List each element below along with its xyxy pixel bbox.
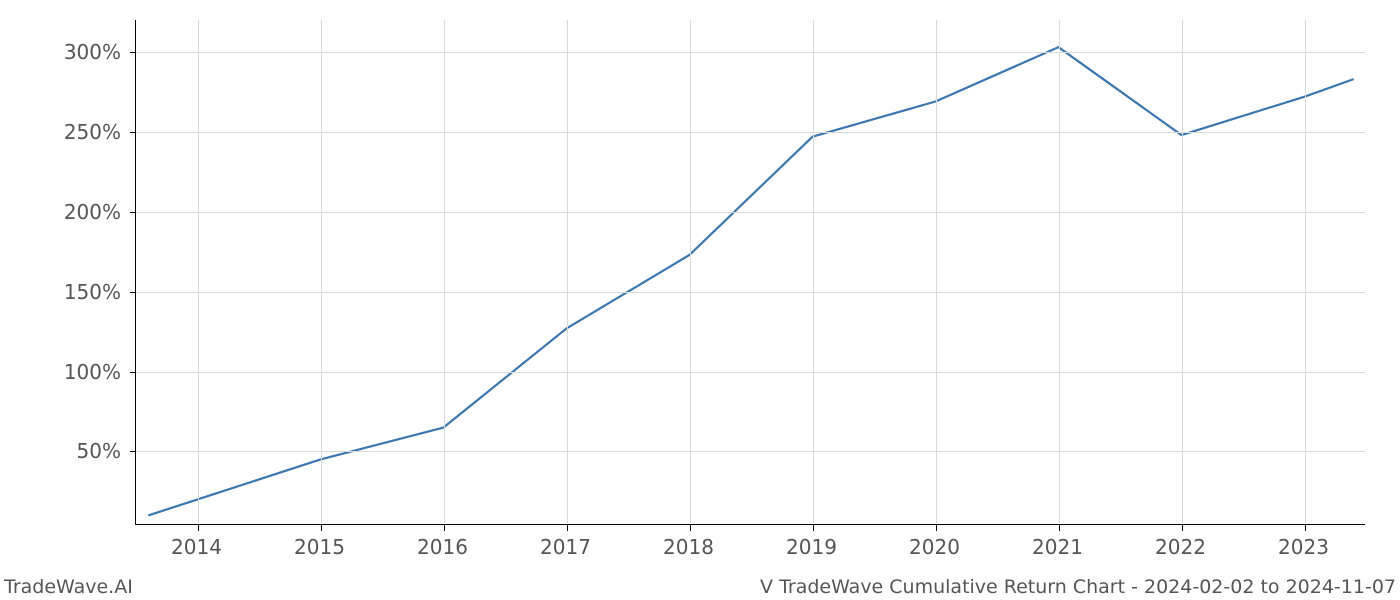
grid-vertical: [321, 20, 322, 524]
grid-vertical: [813, 20, 814, 524]
grid-vertical: [1182, 20, 1183, 524]
grid-vertical: [936, 20, 937, 524]
x-tick: [690, 525, 691, 531]
y-tick: [130, 212, 136, 213]
x-tick-label: 2020: [909, 535, 960, 559]
x-tick-label: 2021: [1032, 535, 1083, 559]
y-tick-label: 300%: [0, 40, 121, 64]
grid-vertical: [1059, 20, 1060, 524]
y-tick: [130, 52, 136, 53]
y-tick-label: 50%: [0, 439, 121, 463]
grid-vertical: [444, 20, 445, 524]
grid-vertical: [567, 20, 568, 524]
chart-container: TradeWave.AI V TradeWave Cumulative Retu…: [0, 0, 1400, 600]
y-tick-label: 150%: [0, 280, 121, 304]
grid-vertical: [198, 20, 199, 524]
grid-horizontal: [136, 372, 1365, 373]
x-tick-label: 2022: [1155, 535, 1206, 559]
x-tick-label: 2023: [1278, 535, 1329, 559]
y-tick-label: 250%: [0, 120, 121, 144]
y-tick: [130, 292, 136, 293]
x-tick: [198, 525, 199, 531]
x-tick: [813, 525, 814, 531]
y-tick: [130, 132, 136, 133]
x-tick: [1182, 525, 1183, 531]
x-tick: [567, 525, 568, 531]
plot-area: [135, 20, 1365, 525]
x-tick-label: 2014: [171, 535, 222, 559]
x-tick: [321, 525, 322, 531]
grid-horizontal: [136, 212, 1365, 213]
x-tick: [444, 525, 445, 531]
x-tick: [1059, 525, 1060, 531]
grid-vertical: [690, 20, 691, 524]
x-tick: [1305, 525, 1306, 531]
x-tick-label: 2016: [417, 535, 468, 559]
grid-horizontal: [136, 292, 1365, 293]
grid-horizontal: [136, 132, 1365, 133]
y-tick: [130, 451, 136, 452]
y-tick-label: 100%: [0, 360, 121, 384]
x-tick-label: 2018: [663, 535, 714, 559]
return-line: [148, 47, 1353, 515]
y-tick: [130, 372, 136, 373]
grid-horizontal: [136, 52, 1365, 53]
x-tick-label: 2017: [540, 535, 591, 559]
x-tick-label: 2019: [786, 535, 837, 559]
x-tick: [936, 525, 937, 531]
grid-vertical: [1305, 20, 1306, 524]
footer-left-text: TradeWave.AI: [4, 576, 133, 598]
footer-right-text: V TradeWave Cumulative Return Chart - 20…: [760, 576, 1396, 598]
grid-horizontal: [136, 451, 1365, 452]
y-tick-label: 200%: [0, 200, 121, 224]
x-tick-label: 2015: [294, 535, 345, 559]
